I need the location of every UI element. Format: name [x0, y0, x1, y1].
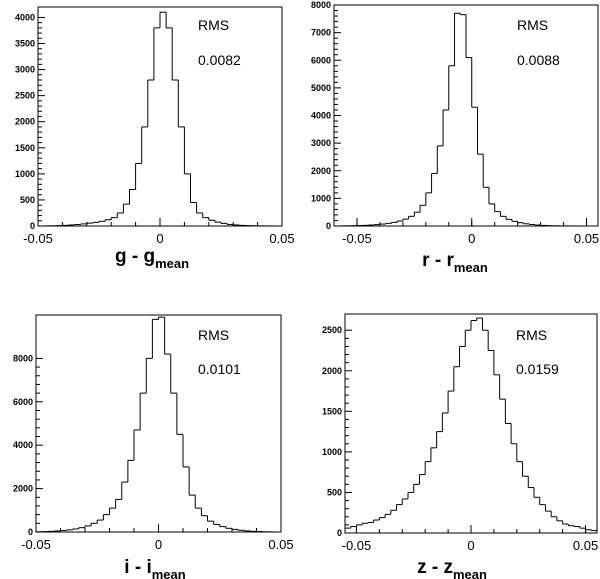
y-tick-label: 5000 [311, 83, 331, 93]
x-tick-label: 0.05 [573, 538, 598, 553]
x-tick-label: 0 [155, 537, 162, 552]
y-tick-label: 8000 [311, 0, 331, 10]
y-tick-label: 2000 [311, 166, 331, 176]
y-tick-label: 3000 [15, 65, 35, 75]
x-axis-label: r - rmean [422, 250, 488, 275]
plot-frame [344, 313, 598, 534]
x-axis-label-subscript: mean [155, 256, 189, 271]
x-axis-label-subscript: mean [454, 260, 488, 275]
histogram-panel: 0 1000 2000 3000 4000 5000 6000 7000 8000 -0.05 0 0… [311, 0, 599, 275]
y-tick-label: 3500 [15, 39, 35, 49]
y-tick-label: 4000 [311, 111, 331, 121]
y-tick-label: 8000 [13, 353, 33, 363]
y-tick-label: 2000 [15, 117, 35, 127]
rms-value: 0.0101 [198, 361, 241, 377]
y-tick-label: 7000 [311, 28, 331, 38]
y-tick-label: 4000 [13, 440, 33, 450]
rms-value: 0.0159 [516, 361, 559, 377]
rms-value: 0.0088 [517, 52, 560, 68]
rms-label: RMS [198, 17, 229, 33]
x-tick-label: -0.05 [21, 537, 51, 552]
x-tick-label: 0.05 [574, 231, 599, 246]
x-axis-label: g - gmean [115, 246, 189, 271]
x-axis-label-main: g - g [115, 246, 155, 267]
y-tick-label: 6000 [311, 55, 331, 65]
rms-value: 0.0082 [198, 52, 241, 68]
x-axis-label: z - zmean [417, 557, 487, 579]
y-tick-label: 1500 [15, 143, 35, 153]
y-tick-label: 1000 [311, 193, 331, 203]
y-tick-label: 0 [326, 221, 331, 231]
y-tick-label: 0 [337, 528, 342, 538]
x-tick-label: 0 [156, 231, 163, 246]
y-tick-label: 1000 [322, 447, 342, 457]
x-tick-label: -0.05 [342, 538, 372, 553]
y-tick-label: 2000 [322, 366, 342, 376]
x-tick-label: -0.05 [23, 231, 53, 246]
rms-label: RMS [516, 327, 547, 343]
x-axis-label-main: z - z [417, 557, 453, 578]
y-tick-label: 500 [327, 487, 342, 497]
y-tick-label: 2000 [13, 484, 33, 494]
y-tick-label: 1500 [322, 406, 342, 416]
y-tick-label: 0 [28, 527, 33, 537]
y-tick-label: 500 [20, 195, 35, 205]
y-tick-label: 6000 [13, 397, 33, 407]
x-tick-label: 0 [467, 538, 474, 553]
x-tick-label: -0.05 [342, 231, 372, 246]
plot-frame [35, 314, 282, 533]
x-tick-label: 0.05 [268, 537, 293, 552]
y-tick-label: 3000 [311, 138, 331, 148]
x-axis-label-main: r - r [422, 250, 454, 271]
y-tick-label: 1000 [15, 169, 35, 179]
x-axis-label-main: i - i [124, 557, 151, 578]
plot-frame [37, 6, 283, 227]
x-axis-label: i - imean [124, 557, 185, 579]
x-axis-label-subscript: mean [152, 567, 186, 579]
rms-label: RMS [517, 17, 548, 33]
x-tick-label: 0 [468, 231, 475, 246]
y-tick-label: 2500 [15, 91, 35, 101]
x-tick-label: 0.05 [269, 231, 294, 246]
y-tick-label: 4000 [15, 12, 35, 22]
x-axis-label-subscript: mean [453, 567, 487, 579]
rms-label: RMS [198, 327, 229, 343]
y-tick-label: 2500 [322, 325, 342, 335]
y-tick-label: 0 [30, 221, 35, 231]
